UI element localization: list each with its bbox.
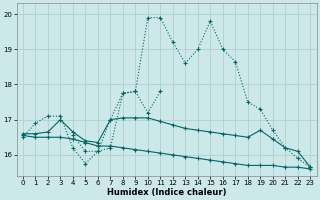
X-axis label: Humidex (Indice chaleur): Humidex (Indice chaleur): [107, 188, 226, 197]
